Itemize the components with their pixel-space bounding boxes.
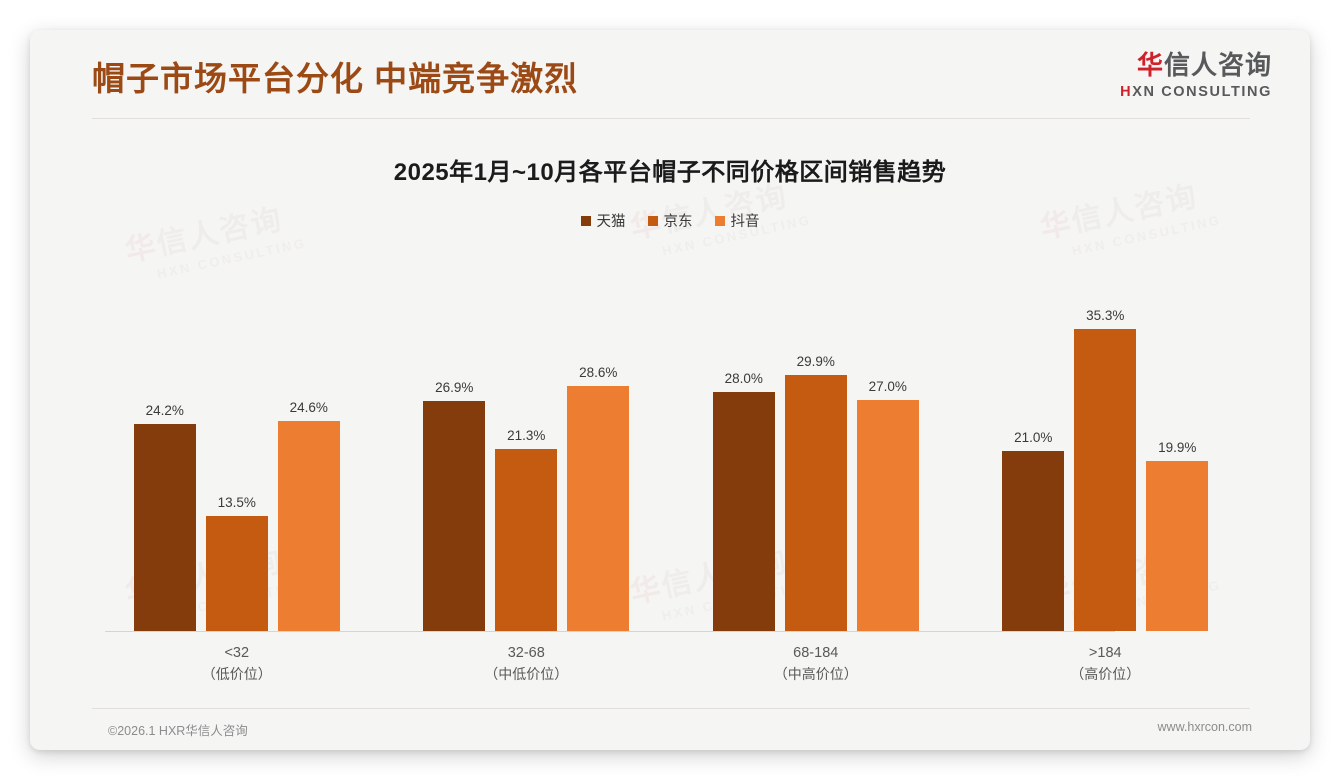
page-title: 帽子市场平台分化 中端竞争激烈 (92, 60, 579, 97)
logo-en-text: XN CONSULTING (1132, 84, 1272, 101)
bar-value-label: 13.5% (217, 494, 256, 510)
bar-group-1: 26.9% 21.3% 28.6% (423, 285, 630, 631)
bar-value-label: 26.9% (435, 380, 474, 396)
bar-value-label: 35.3% (1086, 308, 1125, 324)
bar-item[interactable]: 28.0% (712, 285, 775, 631)
bar-item[interactable]: 35.3% (1074, 285, 1137, 631)
bar[interactable] (133, 424, 196, 631)
logo-accent-char: 华 (1136, 50, 1164, 80)
bar[interactable] (856, 400, 919, 631)
bar[interactable] (277, 420, 340, 631)
bar[interactable] (1146, 460, 1209, 631)
x-axis-label-main: 68-184 (793, 645, 839, 661)
x-axis-labels: <32 （低价位） 32-68 （中低价位） 68-184 （中高价位） >184 （高价位） (92, 642, 1250, 686)
slide-header: 帽子市场平台分化 中端竞争激烈 华信人咨询 HXN CONSULTING (30, 30, 1310, 118)
bar-item[interactable]: 28.6% (567, 285, 630, 631)
bar-value-label: 27.0% (868, 379, 907, 395)
legend-item-0[interactable]: 天猫 (580, 210, 626, 231)
bar[interactable] (495, 448, 558, 631)
bar-group-0: 24.2% 13.5% 24.6% (133, 285, 340, 631)
chart-plot-area: 24.2% 13.5% 24.6% 26.9% 21.3% 28.6% 28.0% 29.9%… (92, 285, 1250, 631)
bar[interactable] (423, 401, 486, 631)
legend-label: 京东 (663, 214, 693, 230)
bar[interactable] (712, 391, 775, 631)
bar[interactable] (1002, 451, 1065, 631)
legend-item-1[interactable]: 京东 (647, 210, 693, 231)
x-axis-label-sub: （中低价位） (484, 666, 569, 683)
watermark: 华信人咨询 HXN CONSULTING (121, 190, 308, 287)
footer-divider (92, 708, 1250, 709)
bar-item[interactable]: 13.5% (205, 285, 268, 631)
x-axis-line (105, 631, 1115, 632)
bar[interactable] (205, 515, 268, 631)
bar-value-label: 21.3% (507, 427, 546, 443)
x-axis-label-main: >184 (1088, 645, 1122, 661)
x-axis-label-sub: （中高价位） (773, 666, 858, 683)
bar-item[interactable]: 24.6% (277, 285, 340, 631)
bar-value-label: 24.6% (289, 399, 328, 415)
bar-value-label: 28.6% (579, 365, 618, 381)
bar[interactable] (1074, 329, 1137, 631)
x-axis-label-sub: （高价位） (1070, 666, 1141, 683)
bar-item[interactable]: 29.9% (784, 285, 847, 631)
legend-swatch-icon (580, 215, 591, 226)
logo-en-accent: H (1120, 84, 1133, 101)
footer-website: www.hxrcon.com (1157, 720, 1252, 734)
legend-item-2[interactable]: 抖音 (714, 210, 760, 231)
bar[interactable] (567, 386, 630, 631)
x-axis-label-sub: （低价位） (201, 666, 272, 683)
watermark-accent: 华 (122, 229, 161, 269)
legend-label: 抖音 (730, 214, 760, 230)
x-axis-label-3: >184 （高价位） (995, 642, 1215, 686)
x-axis-label-0: <32 （低价位） (127, 642, 347, 686)
slide-card: 华信人咨询 HXN CONSULTING 华信人咨询 HXN CONSULTIN… (30, 30, 1310, 750)
chart-legend: 天猫 京东 抖音 (30, 210, 1310, 231)
bar-item[interactable]: 21.3% (495, 285, 558, 631)
bar-item[interactable]: 19.9% (1146, 285, 1209, 631)
bar-value-label: 21.0% (1014, 430, 1053, 446)
bar[interactable] (784, 375, 847, 631)
bar-value-label: 28.0% (724, 370, 763, 386)
watermark-en: HXN CONSULTING (155, 235, 308, 282)
bar-item[interactable]: 21.0% (1002, 285, 1065, 631)
bar-item[interactable]: 24.2% (133, 285, 196, 631)
bar-item[interactable]: 27.0% (856, 285, 919, 631)
bar-group-2: 28.0% 29.9% 27.0% (712, 285, 919, 631)
legend-swatch-icon (714, 215, 725, 226)
x-axis-label-1: 32-68 （中低价位） (416, 642, 636, 686)
bar-item[interactable]: 26.9% (423, 285, 486, 631)
bar-value-label: 24.2% (145, 403, 184, 419)
bar-value-label: 19.9% (1158, 439, 1197, 455)
x-axis-label-2: 68-184 （中高价位） (706, 642, 926, 686)
header-divider (92, 118, 1250, 119)
bar-group-3: 21.0% 35.3% 19.9% (1002, 285, 1209, 631)
footer-copyright: ©2026.1 HXR华信人咨询 (108, 724, 248, 738)
x-axis-label-main: 32-68 (507, 645, 545, 661)
bar-value-label: 29.9% (796, 354, 835, 370)
chart-title: 2025年1月~10月各平台帽子不同价格区间销售趋势 (393, 159, 947, 186)
logo-cn-text: 信人咨询 (1163, 50, 1272, 80)
legend-swatch-icon (647, 215, 658, 226)
x-axis-label-main: <32 (224, 645, 250, 661)
legend-label: 天猫 (596, 214, 626, 230)
brand-logo: 华信人咨询 HXN CONSULTING (1120, 50, 1272, 101)
